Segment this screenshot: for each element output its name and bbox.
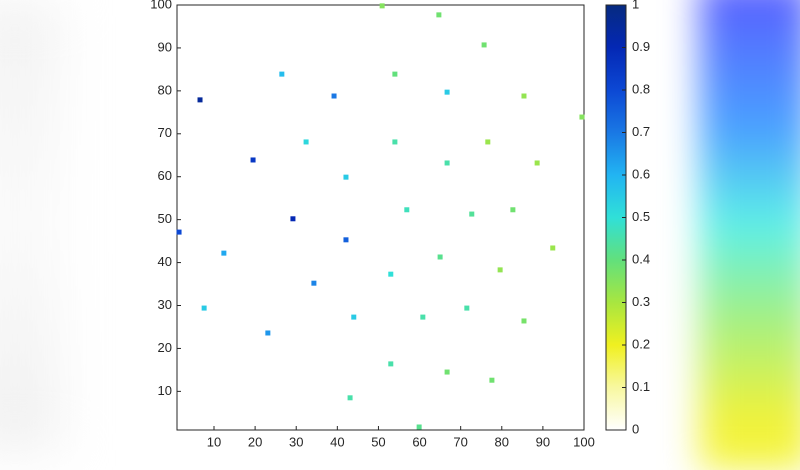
point	[201, 305, 207, 311]
y-tick-label: 70	[158, 125, 172, 140]
point	[343, 237, 349, 243]
point	[265, 330, 271, 336]
point	[489, 377, 495, 383]
point	[436, 12, 442, 18]
point	[379, 3, 385, 9]
point	[469, 211, 475, 217]
point	[444, 89, 450, 95]
colorbar-tick-label: 0.3	[632, 294, 650, 309]
point	[464, 305, 470, 311]
x-tick-label: 10	[207, 434, 221, 449]
y-tick-label: 40	[158, 254, 172, 269]
point	[485, 139, 491, 145]
x-tick-label: 60	[412, 434, 426, 449]
x-tick-label: 90	[536, 434, 550, 449]
x-tick-label: 50	[371, 434, 385, 449]
point	[521, 318, 527, 324]
colorbar-tick-label: 0.9	[632, 39, 650, 54]
point	[437, 254, 443, 260]
blurred-edge	[700, 0, 800, 470]
y-tick-label: 10	[158, 383, 172, 398]
y-tick-label: 20	[158, 340, 172, 355]
point	[444, 160, 450, 166]
point	[420, 314, 426, 320]
point	[392, 71, 398, 77]
y-tick-label: 30	[158, 297, 172, 312]
point	[388, 361, 394, 367]
colorbar-tick-label: 1	[632, 0, 639, 11]
point	[416, 424, 422, 430]
point	[351, 314, 357, 320]
y-tick-label: 90	[158, 39, 172, 54]
x-tick-label: 40	[330, 434, 344, 449]
plot-frame	[176, 4, 585, 431]
colorbar-tick-label: 0	[632, 421, 639, 436]
point	[481, 42, 487, 48]
colorbar-tick-label: 0.8	[632, 81, 650, 96]
point	[331, 93, 337, 99]
point	[497, 267, 503, 273]
x-tick-label: 80	[495, 434, 509, 449]
point	[347, 395, 353, 401]
x-tick-label: 100	[573, 434, 595, 449]
x-tick-label: 70	[453, 434, 467, 449]
colorbar-tick-label: 0.2	[632, 336, 650, 351]
point	[388, 271, 394, 277]
y-tick-label: 60	[158, 168, 172, 183]
point	[510, 207, 516, 213]
blurred-edge	[0, 0, 60, 450]
point	[250, 157, 256, 163]
point	[404, 207, 410, 213]
point	[303, 139, 309, 145]
point	[579, 114, 585, 120]
point	[290, 216, 296, 222]
x-tick-label: 20	[248, 434, 262, 449]
point	[534, 160, 540, 166]
point	[311, 280, 317, 286]
point	[343, 174, 349, 180]
point	[221, 250, 227, 256]
colorbar-tick-label: 0.6	[632, 166, 650, 181]
point	[279, 71, 285, 77]
colorbar-tick-label: 0.4	[632, 251, 650, 266]
colorbar-tick-label: 0.1	[632, 379, 650, 394]
colorbar-tick-label: 0.7	[632, 124, 650, 139]
chart: 10 20 30 40 50 60 70 80 90 1001020304050607080901…	[150, 0, 650, 449]
y-tick-label: 100	[150, 0, 172, 11]
point	[444, 369, 450, 375]
point	[550, 245, 556, 251]
point	[392, 139, 398, 145]
y-tick-label: 50	[158, 211, 172, 226]
colorbar-tick-label: 0.5	[632, 209, 650, 224]
point	[176, 229, 182, 235]
point	[197, 97, 203, 103]
point	[521, 93, 527, 99]
y-tick-label: 80	[158, 82, 172, 97]
x-tick-label: 30	[289, 434, 303, 449]
